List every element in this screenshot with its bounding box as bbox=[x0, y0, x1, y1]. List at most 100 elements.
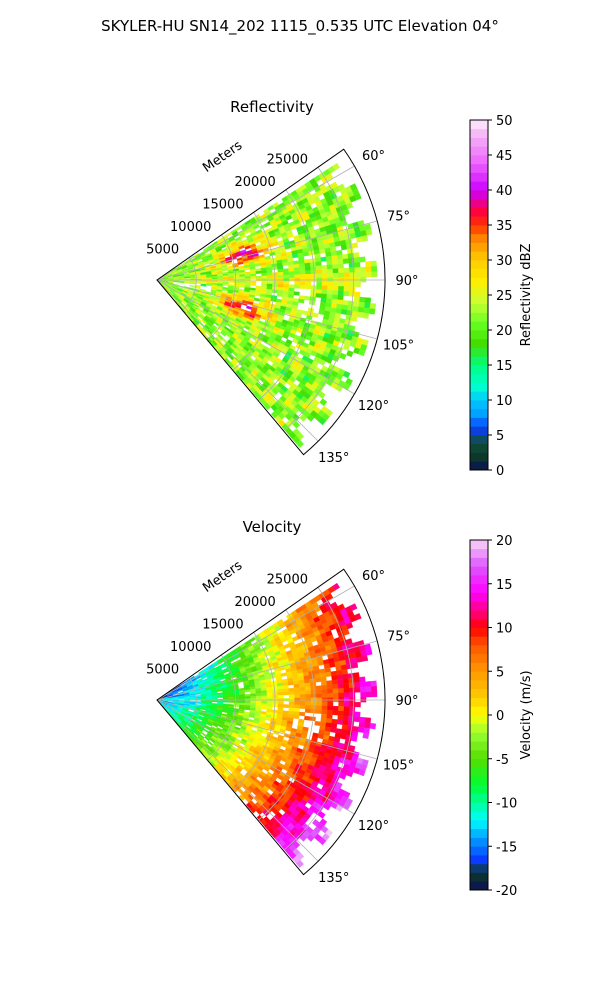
field-cell bbox=[364, 297, 372, 304]
field-cell bbox=[316, 689, 323, 695]
field-cell bbox=[288, 274, 295, 279]
colorbar-segment bbox=[470, 216, 488, 226]
range-tick-label: 25000 bbox=[267, 152, 308, 167]
field-cell bbox=[189, 282, 196, 285]
field-cell bbox=[354, 687, 361, 693]
field-cell bbox=[200, 284, 207, 287]
field-cell bbox=[350, 735, 358, 742]
field-cell bbox=[233, 704, 240, 708]
field-cell bbox=[294, 704, 301, 709]
colorbar-tick-label: 10 bbox=[496, 394, 513, 409]
field-cell bbox=[261, 275, 268, 279]
field-cell bbox=[305, 701, 312, 706]
field-cell bbox=[283, 704, 290, 708]
field-cell bbox=[348, 677, 355, 684]
field-cell bbox=[331, 294, 339, 300]
field-cell bbox=[330, 670, 338, 677]
field-cell bbox=[246, 305, 253, 310]
field-cell bbox=[326, 289, 333, 295]
colorbar-segment bbox=[470, 645, 488, 655]
colorbar-tick-label: 10 bbox=[496, 622, 513, 637]
colorbar-segment bbox=[470, 583, 488, 593]
field-cell bbox=[353, 672, 360, 679]
field-cell bbox=[332, 281, 339, 287]
field-cell bbox=[301, 310, 308, 316]
field-cell bbox=[339, 352, 347, 360]
field-cell bbox=[338, 272, 345, 278]
field-cell bbox=[299, 686, 306, 692]
colorbar-segment bbox=[470, 128, 488, 138]
field-cell bbox=[332, 290, 339, 296]
field-cell bbox=[222, 700, 229, 703]
field-cell bbox=[358, 349, 366, 357]
field-cell bbox=[342, 253, 349, 260]
field-cell bbox=[369, 723, 377, 730]
field-cell bbox=[346, 350, 354, 358]
field-cell bbox=[321, 693, 328, 698]
field-cell bbox=[298, 298, 305, 304]
field-cell bbox=[360, 266, 367, 273]
field-cell bbox=[365, 228, 373, 236]
field-cell bbox=[359, 681, 366, 688]
azimuth-tick-label: 75° bbox=[387, 629, 410, 644]
field-cell bbox=[348, 291, 355, 297]
field-cell bbox=[305, 270, 312, 275]
azimuth-tick-label: 90° bbox=[395, 694, 418, 709]
field-cell bbox=[288, 691, 295, 696]
field-cell bbox=[266, 275, 273, 279]
field-cell bbox=[326, 294, 333, 300]
colorbar-tick-label: -5 bbox=[496, 753, 509, 768]
field-cell bbox=[305, 281, 312, 286]
field-cell bbox=[261, 270, 268, 274]
field-cell bbox=[321, 269, 328, 274]
field-cell bbox=[361, 235, 369, 242]
field-cell bbox=[294, 701, 301, 706]
field-cell bbox=[266, 695, 273, 699]
field-cell bbox=[338, 268, 345, 274]
colorbar-tick-label: -15 bbox=[496, 840, 517, 855]
colorbar-segment bbox=[470, 872, 488, 882]
colorbar-segment bbox=[470, 566, 488, 576]
field-cell bbox=[343, 290, 350, 297]
field-cell bbox=[342, 715, 350, 721]
field-cell bbox=[331, 718, 338, 725]
colorbar-segment bbox=[470, 723, 488, 733]
colorbar-segment bbox=[470, 207, 488, 217]
field-cell bbox=[359, 676, 366, 683]
field-cell bbox=[349, 692, 356, 698]
field-cell bbox=[361, 655, 369, 662]
field-cell bbox=[293, 291, 300, 296]
field-cell bbox=[343, 683, 350, 689]
colorbar-tick-label: 15 bbox=[496, 578, 513, 593]
field-cell bbox=[326, 260, 333, 266]
field-cell bbox=[304, 686, 311, 691]
field-cell bbox=[325, 671, 332, 677]
field-cell bbox=[255, 700, 262, 704]
field-cell bbox=[340, 309, 348, 315]
colorbar-segment bbox=[470, 802, 488, 812]
colorbar-segment bbox=[470, 636, 488, 646]
field-cell bbox=[261, 280, 268, 284]
colorbar-segment bbox=[470, 295, 488, 305]
range-tick-label: 5000 bbox=[146, 242, 179, 257]
colorbar-segment bbox=[470, 190, 488, 200]
field-cell bbox=[353, 296, 361, 303]
field-cell bbox=[228, 280, 235, 283]
field-cell bbox=[359, 716, 366, 723]
field-cell bbox=[330, 250, 338, 257]
field-cell bbox=[239, 280, 246, 284]
field-cell bbox=[319, 398, 328, 407]
field-cell bbox=[261, 272, 268, 277]
colorbar-tick-label: 20 bbox=[496, 534, 513, 549]
field-cell bbox=[321, 285, 328, 291]
field-cell bbox=[365, 266, 372, 273]
field-cell bbox=[362, 312, 370, 319]
field-cell bbox=[327, 281, 334, 287]
colorbar-segment bbox=[470, 557, 488, 567]
field-cell bbox=[277, 271, 284, 276]
field-cell bbox=[255, 695, 262, 699]
field-cell bbox=[370, 260, 377, 267]
colorbar-tick-label: 30 bbox=[496, 254, 513, 269]
field-cell bbox=[351, 242, 359, 249]
range-tick-label: 10000 bbox=[170, 220, 211, 235]
